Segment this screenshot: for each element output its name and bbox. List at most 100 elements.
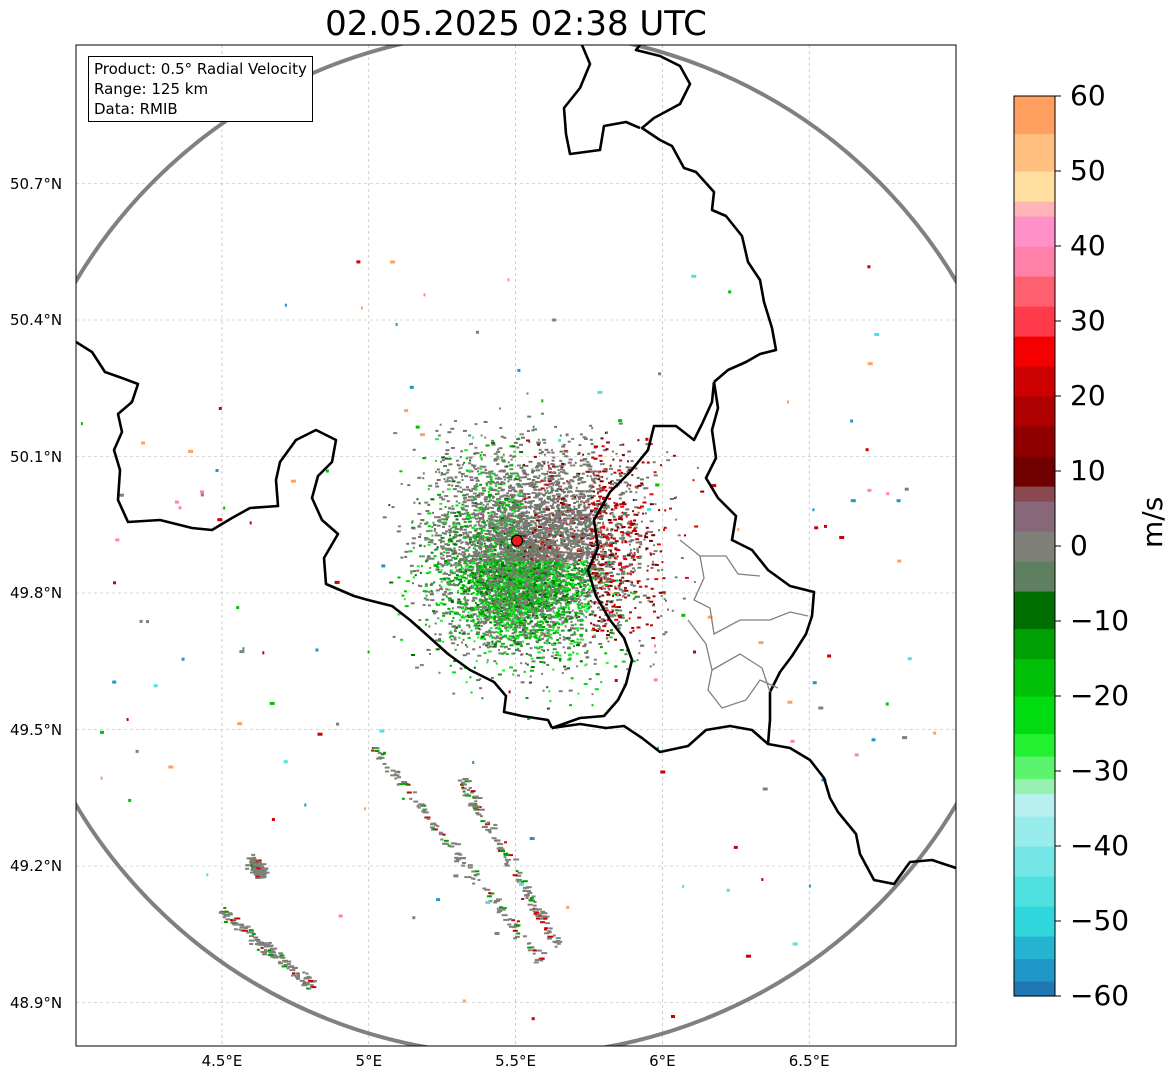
echo-pixel (649, 539, 653, 542)
echo-pixel (521, 546, 526, 549)
echo-pixel (559, 602, 562, 605)
echo-pixel (618, 472, 621, 475)
echo-pixel (540, 487, 545, 490)
echo-pixel (645, 443, 650, 446)
echo-pixel (609, 563, 612, 566)
echo-pixel (461, 508, 466, 511)
echo-pixel (559, 659, 562, 662)
echo-pixel (497, 551, 500, 554)
echo-pixel (596, 503, 600, 506)
echo-pixel (455, 518, 459, 521)
echo-pixel (582, 521, 586, 523)
echo-pixel (408, 550, 413, 553)
echo-pixel (417, 476, 422, 479)
echo-pixel (562, 579, 566, 582)
echo-pixel (596, 630, 600, 632)
echo-pixel (610, 550, 612, 553)
echo-pixel (470, 608, 475, 611)
echo-pixel (582, 551, 585, 554)
echo-pixel (469, 459, 472, 462)
echo-pixel (462, 494, 467, 497)
echo-pixel (544, 491, 548, 494)
echo-pixel (475, 549, 479, 552)
echo-pixel (498, 407, 501, 410)
echo-pixel (579, 557, 583, 560)
echo-pixel (538, 504, 542, 507)
echo-pixel (448, 528, 451, 531)
echo-pixel (455, 578, 459, 581)
echo-pixel (565, 511, 568, 514)
echo-pixel (605, 580, 610, 583)
echo-pixel (607, 537, 610, 540)
echo-pixel (483, 545, 487, 548)
echo-pixel (537, 491, 540, 494)
echo-pixel (651, 563, 655, 566)
echo-pixel (577, 495, 582, 498)
echo-pixel (590, 629, 594, 632)
echo-pixel (605, 544, 609, 547)
echo-pixel (435, 438, 439, 441)
echo-pixel (424, 560, 428, 563)
echo-pixel (618, 594, 621, 597)
echo-pixel (556, 525, 560, 528)
echo-pixel (491, 642, 495, 645)
echo-pixel (466, 599, 470, 602)
echo-pixel (553, 527, 558, 530)
echo-pixel (483, 642, 486, 645)
echo-pixel (507, 648, 511, 650)
echo-pixel (537, 600, 542, 602)
echo-pixel (605, 591, 609, 594)
echo-pixel (581, 569, 586, 572)
echo-pixel (597, 620, 601, 622)
echo-pixel (513, 455, 517, 458)
echo-pixel (453, 530, 456, 533)
echo-pixel (523, 497, 527, 500)
echo-pixel (475, 528, 478, 531)
echo-pixel (627, 572, 631, 575)
echo-pixel (573, 495, 577, 498)
echo-pixel (534, 511, 537, 514)
echo-pixel (582, 463, 587, 466)
echo-pixel (541, 412, 544, 415)
echo-pixel (506, 476, 509, 479)
echo-pixel (514, 603, 518, 606)
echo-pixel (511, 486, 516, 489)
echo-pixel (472, 621, 475, 624)
echo-pixel (559, 534, 562, 537)
echo-pixel (479, 555, 481, 558)
echo-pixel (441, 498, 446, 501)
echo-pixel (603, 504, 607, 507)
echo-pixel (425, 530, 429, 533)
echo-pixel (502, 482, 506, 485)
echo-pixel (445, 449, 450, 452)
echo-pixel (439, 423, 442, 426)
echo-pixel (500, 642, 505, 645)
echo-pixel (520, 681, 525, 684)
echo-pixel (556, 533, 560, 536)
echo-pixel (514, 499, 517, 502)
echo-pixel (463, 562, 468, 565)
echo-pixel (544, 529, 548, 532)
echo-pixel (469, 476, 474, 479)
echo-pixel (621, 595, 625, 598)
echo-pixel (541, 672, 544, 675)
echo-pixel (562, 482, 566, 485)
echo-pixel (593, 662, 597, 665)
echo-pixel (518, 509, 520, 512)
echo-pixel (577, 539, 581, 542)
echo-pixel (680, 557, 684, 559)
echo-pixel (634, 499, 638, 501)
echo-pixel (495, 513, 499, 516)
echo-pixel (433, 564, 436, 567)
echo-pixel (589, 599, 592, 602)
echo-pixel (435, 610, 439, 613)
echo-pixel (556, 638, 560, 641)
echo-pixel (490, 513, 493, 516)
echo-pixel (463, 536, 467, 539)
echo-pixel (559, 501, 564, 504)
echo-pixel (482, 489, 487, 492)
echo-pixel (410, 572, 413, 575)
echo-pixel (440, 546, 445, 549)
echo-pixel (519, 650, 521, 652)
echo-pixel (567, 490, 572, 493)
